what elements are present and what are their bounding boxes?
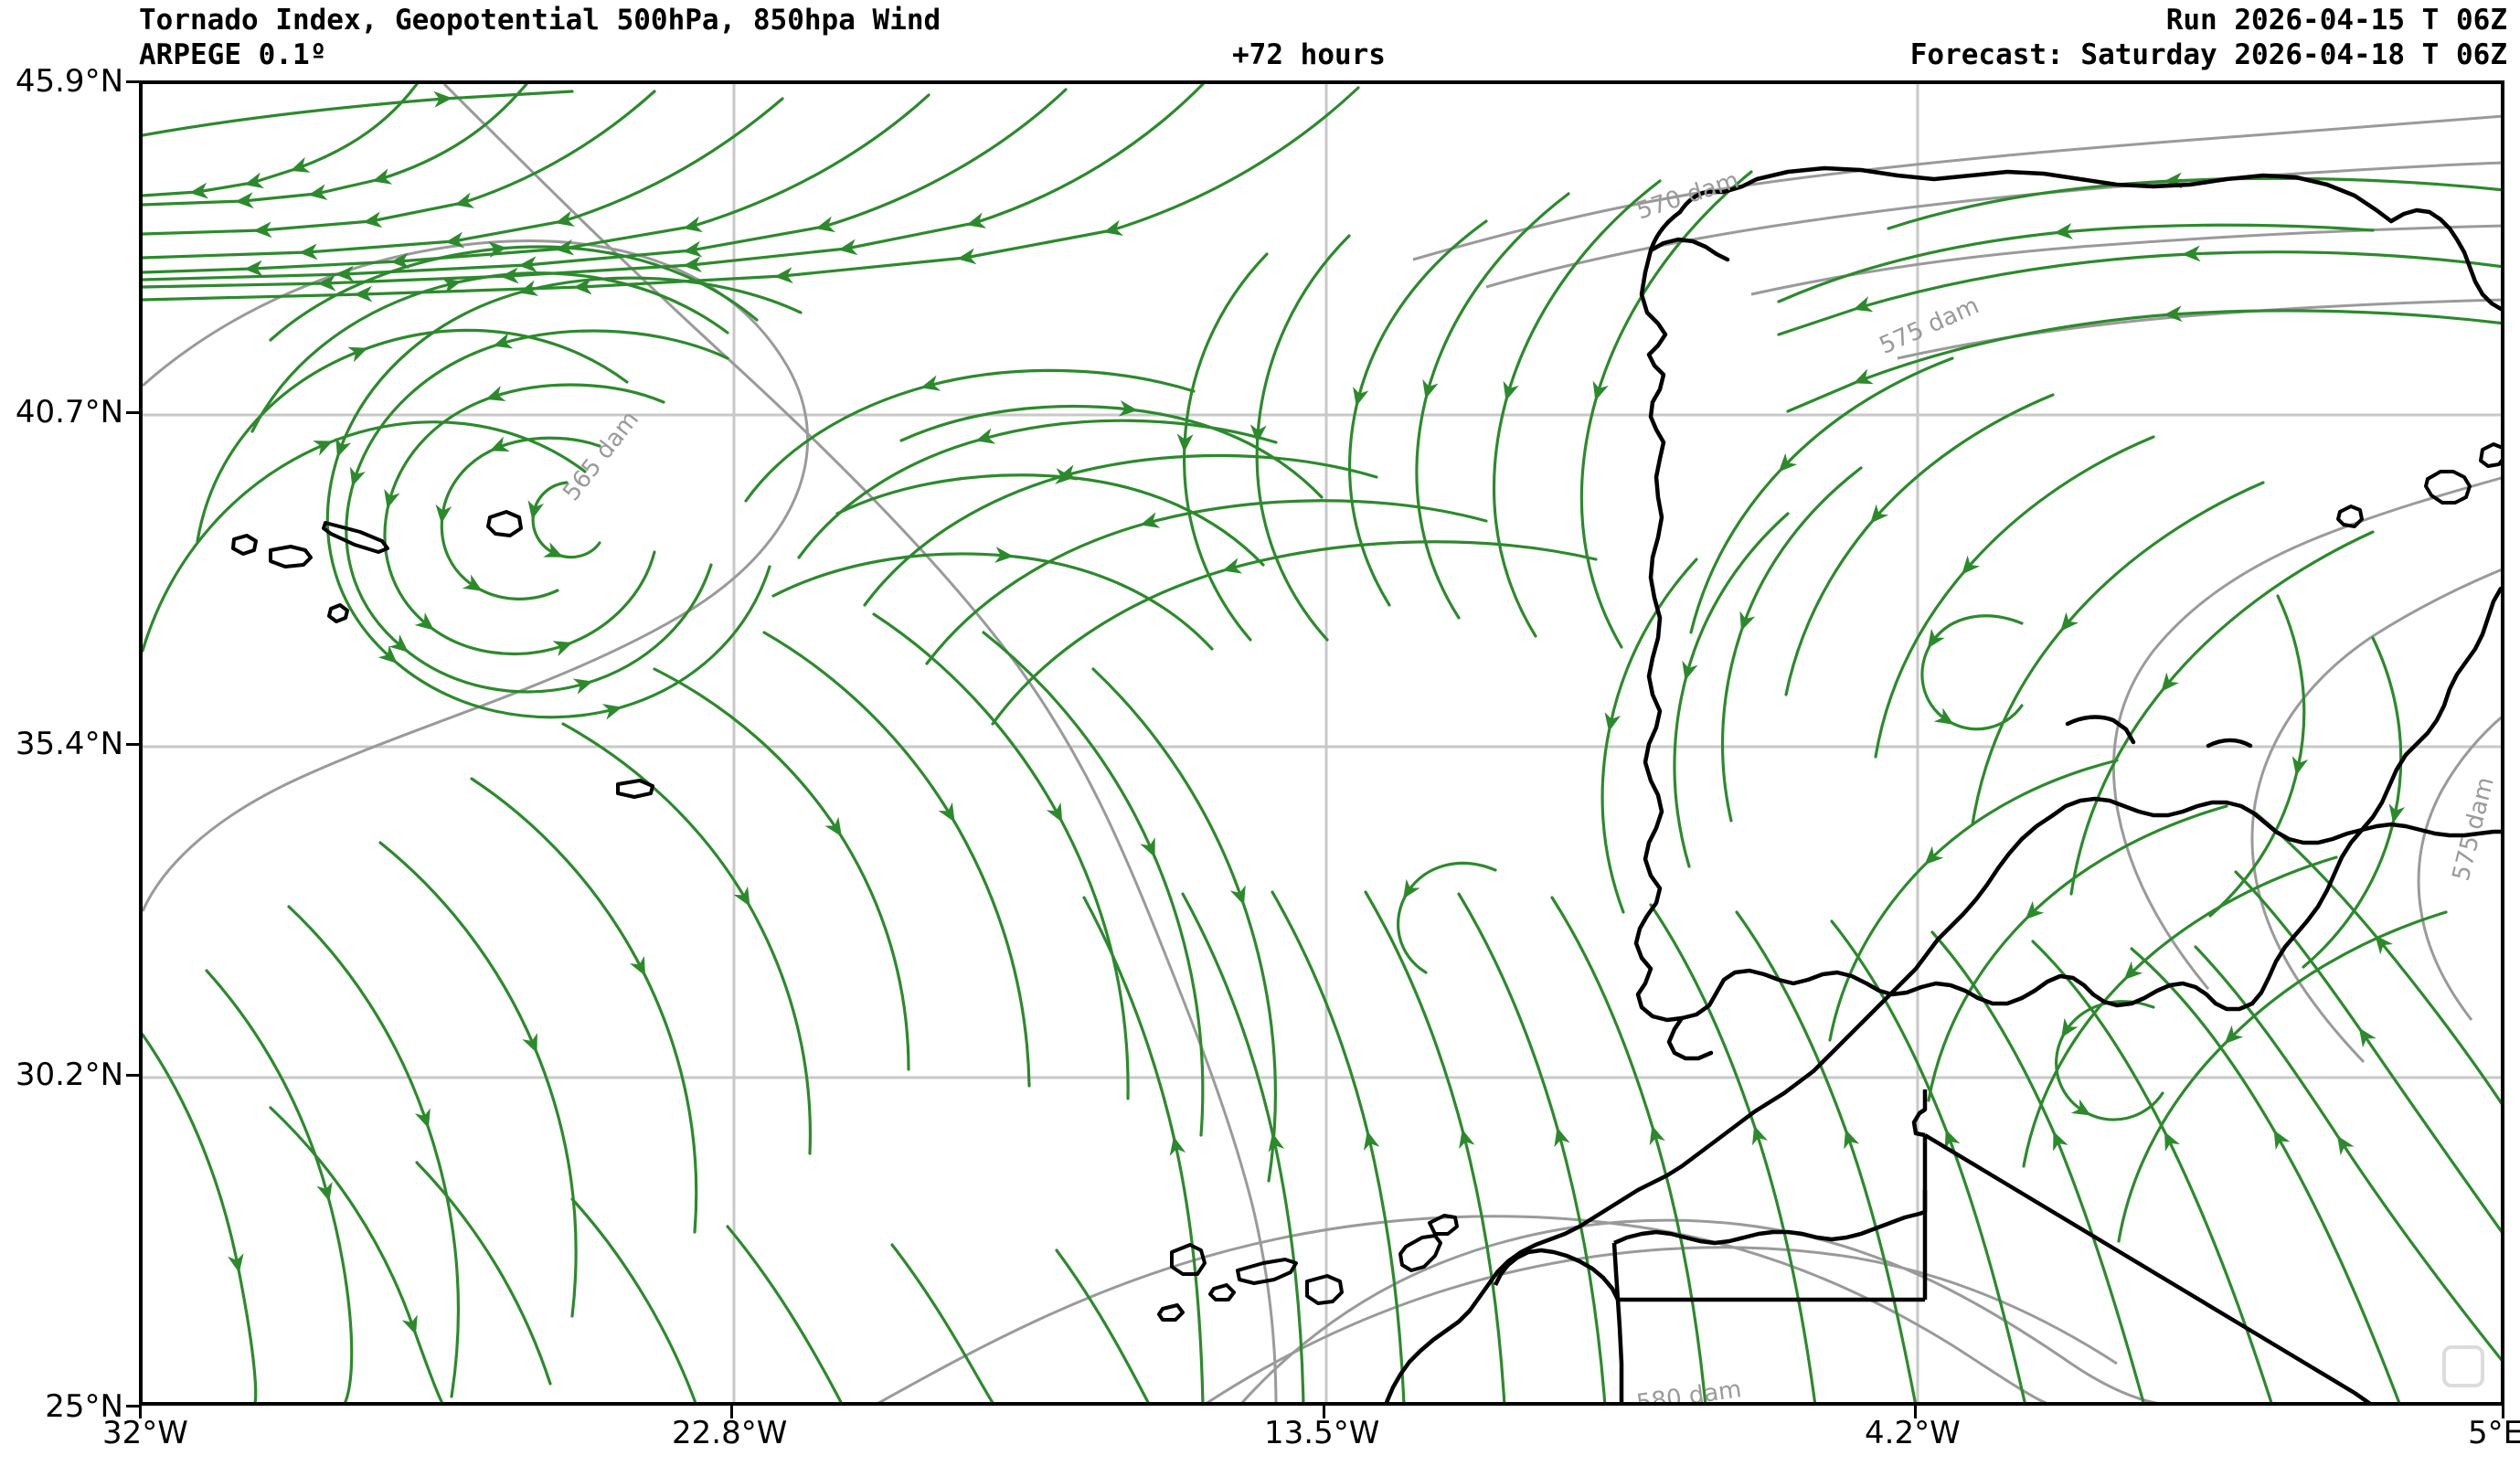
balearic-islands xyxy=(2336,442,2501,528)
national-borders xyxy=(1493,1089,2372,1402)
x-axis-tick-mark xyxy=(730,1406,733,1418)
x-axis-tick-label: 5°E xyxy=(2468,1415,2520,1451)
contour-label-570: 570 dam xyxy=(1633,166,1742,225)
run-time-label: Run 2026-04-15 T 06Z xyxy=(2165,4,2507,37)
contour-labels: 565 dam 570 dam 575 dam 575 dam 580 dam xyxy=(558,166,2500,1406)
contour-label-575-a: 575 dam xyxy=(1876,292,1983,359)
y-axis-tick-mark xyxy=(126,1405,139,1408)
y-axis-tick-label: 45.9°N xyxy=(15,63,123,100)
model-label: ARPEGE 0.1º xyxy=(139,38,327,71)
forecast-time-label: Forecast: Saturday 2026-04-18 T 06Z xyxy=(1909,38,2507,71)
coastlines xyxy=(1633,165,2501,1061)
x-axis-tick-label: 4.2°W xyxy=(1865,1415,1961,1451)
x-axis-tick-label: 13.5°W xyxy=(1264,1415,1380,1451)
map-corner-box[interactable] xyxy=(2442,1345,2484,1387)
y-axis-tick-mark xyxy=(126,743,139,746)
y-axis-tick-mark xyxy=(126,80,139,83)
y-axis-tick-mark xyxy=(126,1074,139,1077)
x-axis-tick-mark xyxy=(1914,1406,1917,1418)
x-axis-tick-mark xyxy=(1323,1406,1325,1418)
x-axis-tick-mark xyxy=(2502,1406,2504,1418)
map-plot-area[interactable]: 565 dam 570 dam 575 dam 575 dam 580 dam xyxy=(139,80,2504,1406)
map-canvas: 565 dam 570 dam 575 dam 575 dam 580 dam xyxy=(143,84,2501,1406)
contour-label-575-b: 575 dam xyxy=(2448,774,2500,883)
y-axis-tick-label: 35.4°N xyxy=(15,726,123,762)
map-title: Tornado Index, Geopotential 500hPa, 850h… xyxy=(139,4,941,37)
canary-islands xyxy=(1157,1214,1459,1322)
y-axis-tick-label: 30.2°N xyxy=(15,1057,123,1093)
african-coastline xyxy=(1384,715,2501,1402)
contour-label-565: 565 dam xyxy=(558,406,644,506)
y-axis-tick-label: 40.7°N xyxy=(15,394,123,430)
y-axis-tick-label: 25°N xyxy=(45,1388,123,1425)
azores-islands xyxy=(231,510,523,623)
geopotential-contours xyxy=(143,84,2501,1402)
x-axis-tick-mark xyxy=(139,1406,142,1418)
madeira-islands xyxy=(616,779,654,799)
lead-time-label: +72 hours xyxy=(1232,38,1386,71)
y-axis-tick-mark xyxy=(126,411,139,414)
x-axis-tick-label: 22.8°W xyxy=(672,1415,788,1451)
wind-streamlines xyxy=(143,84,2501,1402)
x-axis-tick-label: 32°W xyxy=(102,1415,188,1451)
grid-lines xyxy=(143,84,2501,1402)
contour-label-580: 580 dam xyxy=(1635,1376,1744,1406)
